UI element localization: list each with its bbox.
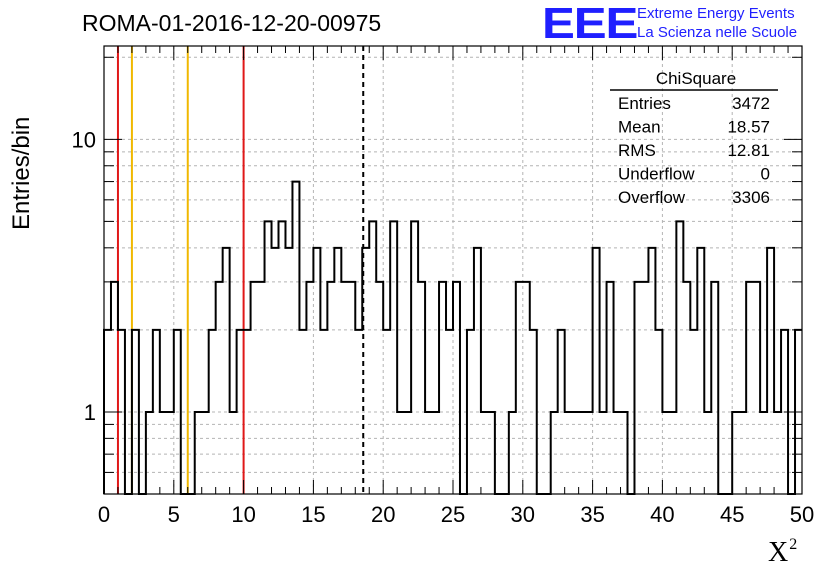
run-title: ROMA-01-2016-12-20-00975	[82, 10, 382, 36]
stats-row-value: 18.57	[727, 118, 770, 137]
x-tick-label: 5	[168, 502, 180, 527]
x-tick-label: 50	[790, 502, 814, 527]
axis-ticks	[103, 46, 803, 495]
x-tick-label: 0	[98, 502, 110, 527]
y-tick-label: 1	[84, 400, 96, 425]
logo-line-2: La Scienza nelle Scuole	[637, 24, 798, 41]
stats-box-title: ChiSquare	[656, 69, 736, 88]
x-tick-label: 30	[511, 502, 535, 527]
stats-row-label: Underflow	[618, 165, 695, 184]
stats-box: ChiSquare Entries 3472 Mean 18.57 RMS 12.81 Und…	[610, 69, 778, 207]
stats-row-value: 12.81	[727, 141, 770, 160]
logo-line-1: Extreme Energy Events	[637, 5, 795, 22]
stats-row-value: 0	[761, 165, 770, 184]
marker-lines	[116, 46, 365, 494]
stats-row-label: Mean	[618, 118, 661, 137]
x-tick-label: 20	[371, 502, 395, 527]
x-tick-label: 35	[580, 502, 604, 527]
y-tick-label: 10	[72, 127, 96, 152]
stats-row-label: RMS	[618, 141, 656, 160]
histogram-series	[103, 180, 802, 495]
x-tick-label: 45	[720, 502, 744, 527]
stats-row-value: 3472	[732, 94, 770, 113]
stats-row-label: Entries	[618, 94, 671, 113]
x-axis-label: X2	[768, 536, 797, 569]
stats-row-label: Overflow	[618, 188, 686, 207]
stats-row-value: 3306	[732, 188, 770, 207]
x-axis-label-sup: 2	[789, 536, 798, 553]
x-tick-label: 15	[301, 502, 325, 527]
eee-logo: EEE	[542, 0, 638, 48]
tick-labels: 0 5 10 15 20 25 30 35 40 45 50 1 10	[72, 127, 815, 527]
x-tick-label: 25	[441, 502, 465, 527]
x-axis-label-base: X	[768, 537, 789, 568]
x-tick-label: 10	[231, 502, 255, 527]
x-tick-label: 40	[650, 502, 674, 527]
histogram-line	[103, 180, 802, 495]
